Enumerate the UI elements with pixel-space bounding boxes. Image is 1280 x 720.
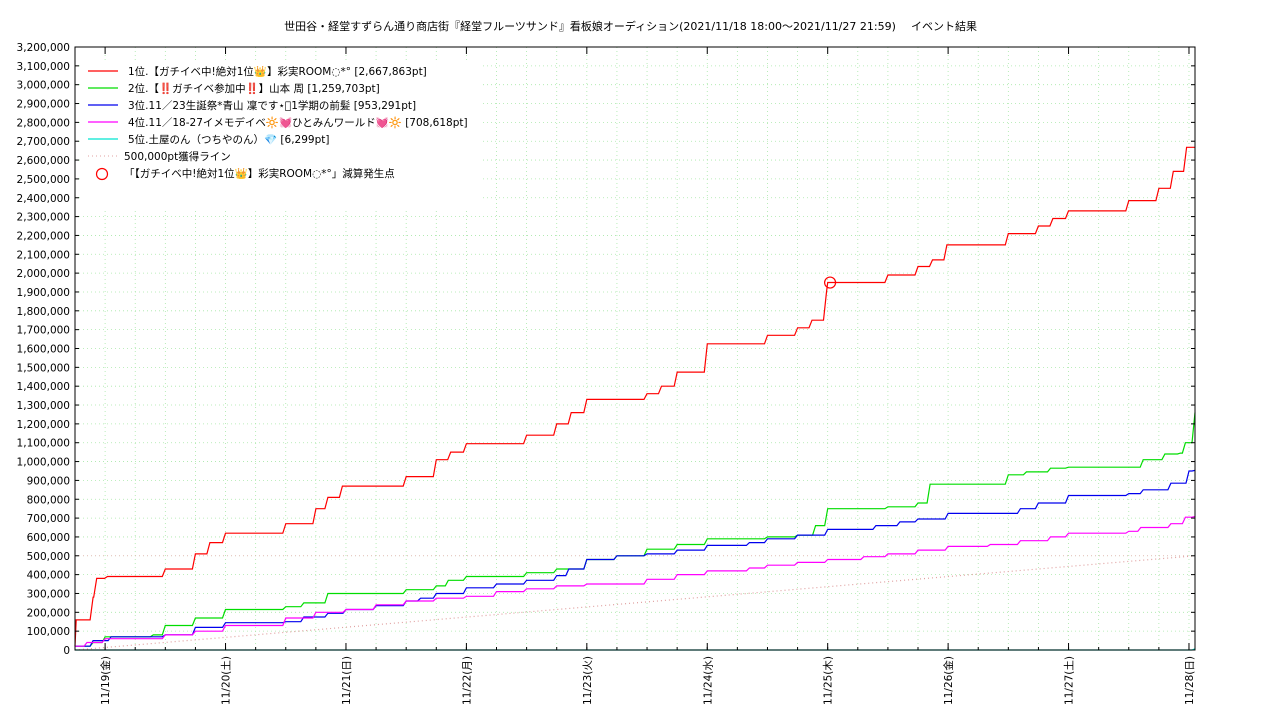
decrement-marker: [823, 276, 837, 289]
axes: 0 100,000 200,000 300,000 400,000 500,000 600,…: [17, 42, 1196, 705]
chart-title: 世田谷・経堂すずらん通り商店街『経堂フルーツサンド』看板娘オーディション(202…: [284, 19, 896, 33]
y-tick-label: 400,000: [27, 570, 70, 582]
y-tick-label: 1,500,000: [17, 362, 70, 374]
y-tick-label: 1,800,000: [17, 306, 70, 318]
y-tick-label: 0: [63, 645, 70, 657]
y-tick-label: 1,300,000: [17, 400, 70, 412]
legend-label: 500,000pt獲得ライン: [124, 150, 231, 163]
series-line-1: [74, 146, 1195, 647]
y-tick-label: 500,000: [27, 551, 70, 563]
legend-label: 1位.【ガチイベ中!絶対1位👑】彩実ROOM◌*° [2,667,863pt]: [128, 65, 427, 78]
x-tick-label: 11/20(土): [220, 656, 233, 705]
y-tick-label: 2,600,000: [17, 155, 70, 167]
y-tick-label: 2,700,000: [17, 136, 70, 148]
y-tick-label: 3,100,000: [17, 61, 70, 73]
series-line-3: [75, 469, 1196, 647]
y-tick-label: 1,900,000: [17, 287, 70, 299]
legend-label: 5位.土屋のん（つちやのん）💎 [6,299pt]: [128, 133, 329, 146]
x-tick-label: 11/24(水): [702, 656, 714, 705]
x-tick-label: 11/25(木): [823, 656, 835, 705]
chart-title-suffix: イベント結果: [911, 19, 977, 33]
legend-box: [80, 60, 480, 208]
x-tick-label: 11/26(金): [942, 656, 955, 705]
y-tick-label: 2,800,000: [17, 117, 70, 129]
y-tick-label: 300,000: [27, 588, 70, 600]
y-tick-label: 1,000,000: [17, 457, 70, 469]
x-tick-label: 11/23(火): [582, 656, 594, 705]
y-tick-label: 900,000: [27, 475, 70, 487]
y-tick-label: 2,300,000: [17, 212, 70, 224]
y-tick-label: 1,200,000: [17, 419, 70, 431]
y-tick-label: 200,000: [27, 607, 70, 619]
series-line-2: [75, 412, 1196, 647]
x-tick-label: 11/21(日): [341, 656, 353, 705]
series-line-6: [74, 555, 1196, 651]
y-tick-label: 2,100,000: [17, 249, 70, 261]
x-tick-label: 11/28(日): [1184, 656, 1196, 705]
y-tick-label: 1,600,000: [17, 344, 70, 356]
x-tick-label: 11/19(金): [99, 656, 112, 705]
y-tick-label: 800,000: [27, 494, 70, 506]
y-tick-label: 3,200,000: [17, 42, 70, 54]
legend-label: 4位.11／18-27イメモデイベ🔆💓ひとみんワールド💓🔆 [708,618pt…: [128, 116, 468, 129]
y-tick-label: 700,000: [27, 513, 70, 525]
legend-label: 2位.【‼️ガチイベ参加中‼️】山本 周 [1,259,703pt]: [128, 82, 380, 95]
legend: 1位.【ガチイベ中!絶対1位👑】彩実ROOM◌*° [2,667,863pt] 2…: [80, 60, 480, 208]
y-tick-label: 100,000: [27, 626, 70, 638]
legend-label: 「【ガチイベ中!絶対1位👑】彩実ROOM◌*°」減算発生点: [124, 167, 395, 180]
y-tick-label: 1,700,000: [17, 325, 70, 337]
x-tick-label: 11/27(土): [1063, 656, 1076, 705]
y-tick-label: 2,400,000: [17, 193, 70, 205]
series-line-4: [75, 515, 1196, 647]
legend-label: 3位.11／23生誕祭*青山 凜です⋆͛1学期の前髪 [953,291pt]: [128, 99, 416, 112]
legend-marker: [95, 167, 109, 181]
x-tick-label: 11/22(月): [461, 656, 473, 705]
y-tick-label: 1,100,000: [17, 438, 70, 450]
y-tick-label: 2,900,000: [17, 99, 70, 111]
y-tick-label: 2,000,000: [17, 268, 70, 280]
y-tick-label: 3,000,000: [17, 80, 70, 92]
y-tick-label: 2,500,000: [17, 174, 70, 186]
y-tick-label: 2,200,000: [17, 230, 70, 242]
y-tick-label: 600,000: [27, 532, 70, 544]
y-tick-label: 1,400,000: [17, 381, 70, 393]
